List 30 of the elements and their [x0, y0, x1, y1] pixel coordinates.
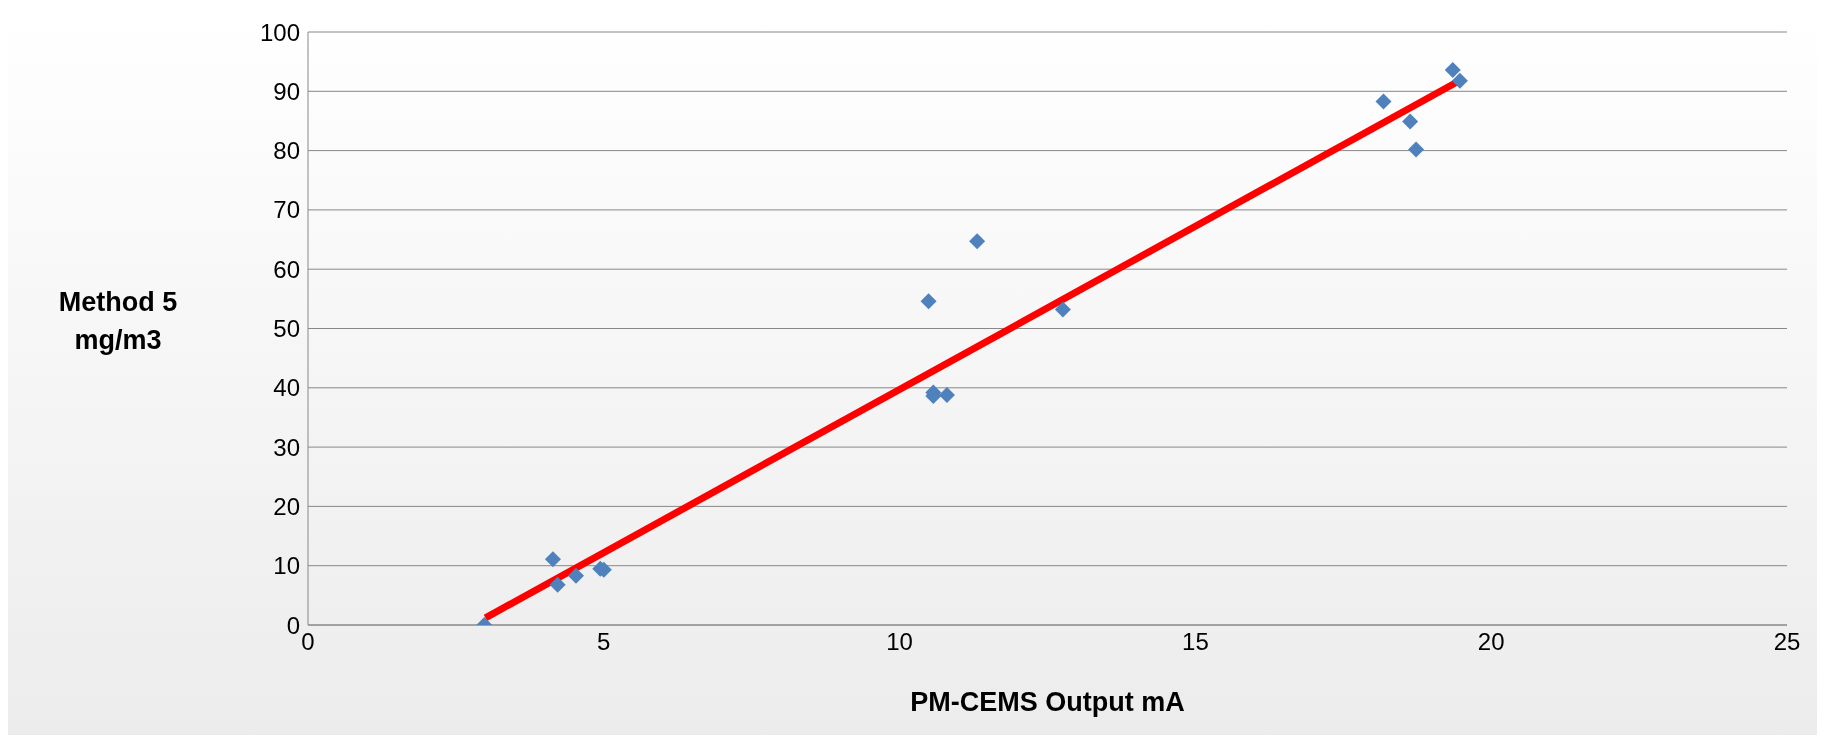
x-tick-label: 15: [1182, 628, 1209, 656]
point: [969, 233, 986, 250]
x-axis-title: PM-CEMS Output mA: [910, 687, 1185, 717]
y-tick-label: 0: [286, 611, 300, 639]
point: [544, 551, 561, 568]
point: [1375, 93, 1392, 110]
y-tick-label: 60: [273, 255, 300, 283]
y-tick-label: 100: [259, 18, 300, 46]
point: [1402, 113, 1419, 130]
y-tick-label: 50: [273, 315, 300, 343]
y-tick-label: 80: [273, 137, 300, 165]
y-tick-label: 90: [273, 77, 300, 105]
point: [1054, 301, 1071, 318]
y-tick-label: 10: [273, 552, 300, 580]
x-tick-label: 20: [1477, 628, 1505, 656]
y-tick-label: 40: [273, 374, 300, 402]
point: [1444, 61, 1461, 78]
point: [1408, 141, 1425, 158]
y-tick-label: 70: [273, 196, 300, 224]
x-tick-label: 25: [1773, 628, 1801, 656]
point: [920, 293, 937, 310]
x-tick-label: 10: [886, 628, 913, 656]
y-axis-title: Method 5 mg/m3: [58, 286, 178, 355]
point: [1451, 72, 1468, 89]
x-tick-label: 5: [597, 628, 611, 656]
point: [938, 386, 955, 403]
y-tick-label: 30: [273, 433, 300, 461]
point: [567, 567, 584, 584]
y-tick-label: 20: [273, 492, 300, 520]
point: [549, 576, 566, 593]
